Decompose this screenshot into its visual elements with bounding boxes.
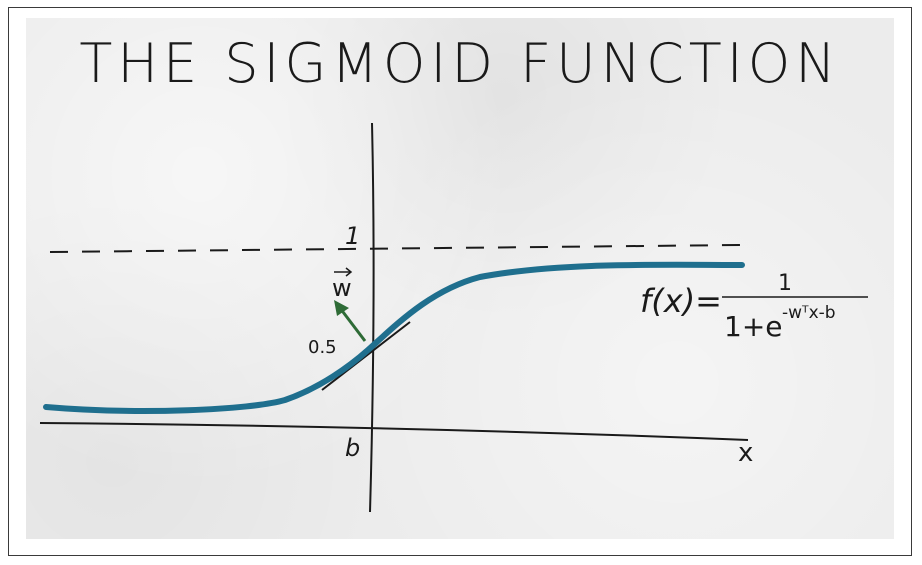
tangent-line xyxy=(321,321,411,391)
figure-title: THE SIGMOID FUNCTION xyxy=(79,32,840,95)
weight-arrow xyxy=(334,300,367,342)
sigmoid-curve xyxy=(43,261,745,414)
x-axis xyxy=(39,422,749,441)
weight-vector-label: w xyxy=(332,267,353,302)
formula-denominator: 1+e xyxy=(724,310,783,343)
x-axis-label: x xyxy=(738,438,753,468)
formula-numerator: 1 xyxy=(778,271,792,296)
paper-background xyxy=(26,18,894,539)
midpoint-label: 0.5 xyxy=(308,337,337,358)
asymptote-line xyxy=(49,244,741,253)
weight-vector-letter: w xyxy=(332,274,352,302)
sigmoid-formula: f(x)= 1 1+e -wᵀx-b xyxy=(640,271,868,343)
formula-exponent: -wᵀx-b xyxy=(782,303,836,323)
asymptote-label: 1 xyxy=(345,222,360,250)
intercept-label: b xyxy=(345,434,360,462)
y-axis xyxy=(369,122,375,513)
formula-lhs: f(x)= xyxy=(640,282,722,320)
